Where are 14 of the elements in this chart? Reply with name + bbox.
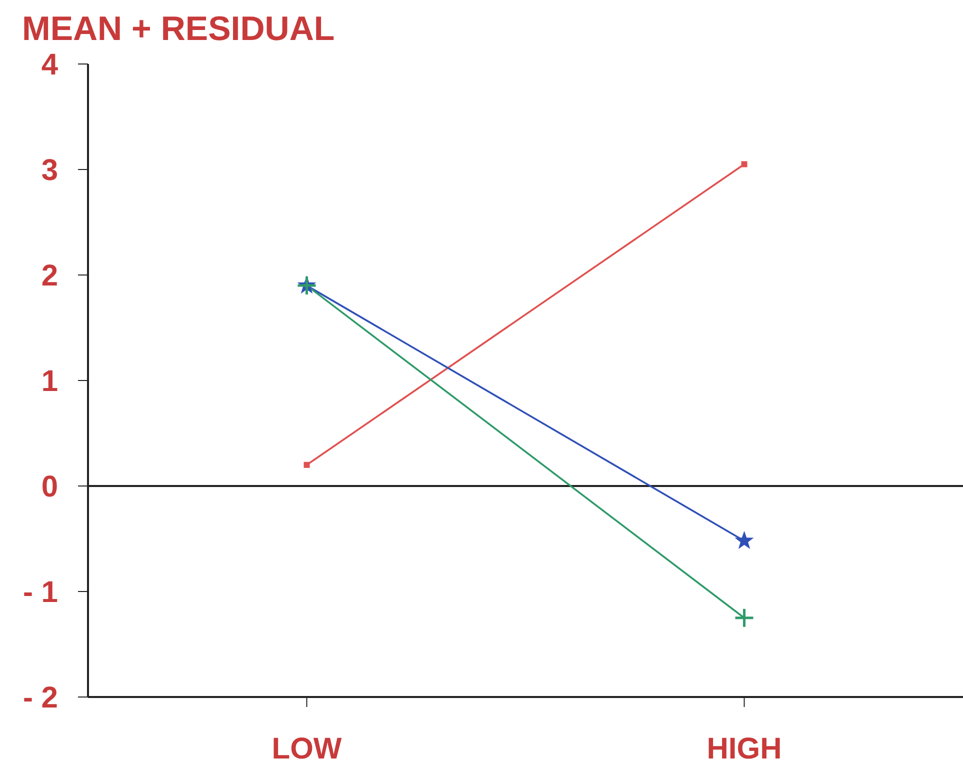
y-tick-label: 4 (41, 48, 58, 82)
point (741, 161, 748, 168)
point (734, 530, 754, 549)
y-tick-label: 1 (41, 365, 58, 398)
chart-title: MEAN + RESIDUAL (22, 10, 335, 49)
x-tick-label: HIGH (706, 732, 782, 766)
y-tick-label: - 1 (22, 576, 58, 610)
y-tick-label: 2 (41, 260, 58, 293)
y-tick-label: 3 (41, 154, 58, 188)
point (304, 462, 310, 468)
point (734, 608, 754, 628)
y-tick-label: 0 (41, 470, 58, 504)
y-tick-label: - 2 (22, 682, 58, 715)
x-tick-label: LOW (272, 732, 342, 766)
